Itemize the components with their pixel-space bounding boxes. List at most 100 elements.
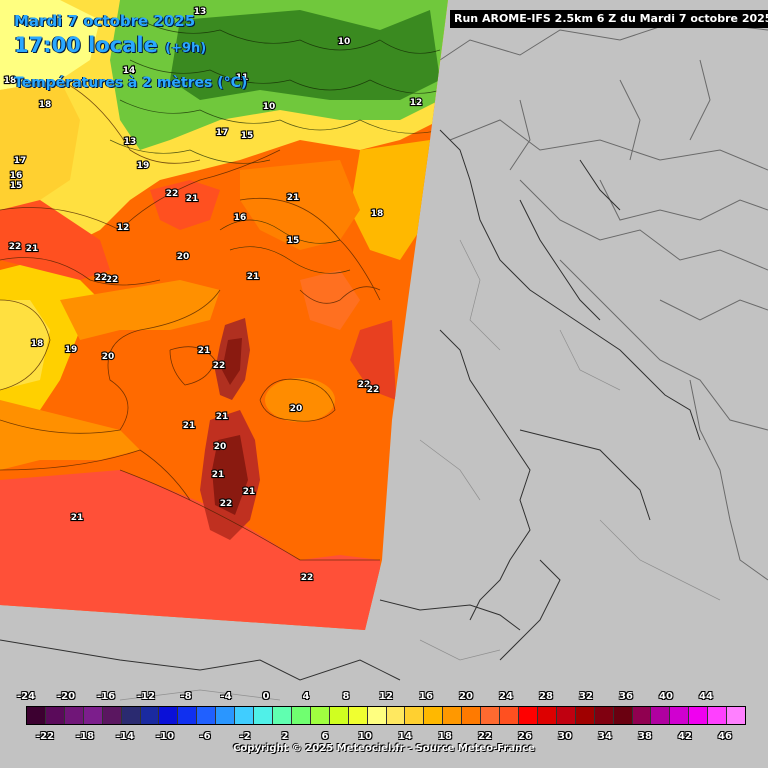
temperature-label: 21 <box>243 487 256 497</box>
temperature-label: 20 <box>102 352 115 362</box>
scale-swatch <box>197 707 217 724</box>
legend-tick-label: 4 <box>302 691 310 702</box>
scale-swatch <box>272 707 292 724</box>
scale-swatch <box>367 707 387 724</box>
scale-swatch <box>556 707 576 724</box>
legend-tick-label: 2 <box>281 731 289 742</box>
scale-swatch <box>27 707 46 724</box>
scale-swatch <box>254 707 273 724</box>
legend-tick-label: 10 <box>358 731 372 742</box>
temperature-label: 22 <box>95 273 108 283</box>
scale-swatch <box>689 707 709 724</box>
scale-swatch <box>102 707 122 724</box>
temperature-label: 13 <box>124 137 137 147</box>
scale-swatch <box>178 707 198 724</box>
scale-swatch <box>45 707 65 724</box>
temperature-label: 21 <box>216 412 229 422</box>
scale-swatch <box>291 707 311 724</box>
legend-tick-label: 16 <box>419 691 433 702</box>
temperature-label: 18 <box>371 209 384 219</box>
variable-title: Températures à 2 mètres (°C) <box>14 75 248 91</box>
legend-tick-label: -14 <box>115 731 135 742</box>
temperature-label: 17 <box>216 128 229 138</box>
legend-tick-label: 0 <box>262 691 270 702</box>
legend-tick-label: 24 <box>499 691 513 702</box>
scale-swatch <box>443 707 463 724</box>
temperature-label: 13 <box>194 7 207 17</box>
temperature-label: 21 <box>287 193 300 203</box>
scale-swatch <box>159 707 179 724</box>
temperature-label: 10 <box>338 37 351 47</box>
scale-swatch <box>594 707 614 724</box>
temperature-label: 22 <box>9 242 22 252</box>
temperature-label: 21 <box>26 244 39 254</box>
scale-swatch <box>651 707 671 724</box>
legend-tick-label: 26 <box>518 731 532 742</box>
scale-swatch <box>216 707 236 724</box>
temperature-label: 22 <box>213 361 226 371</box>
legend-tick-label: 32 <box>579 691 593 702</box>
model-domain <box>0 0 448 630</box>
legend-tick-label: 36 <box>619 691 633 702</box>
scale-swatch <box>424 707 444 724</box>
temperature-label: 21 <box>186 194 199 204</box>
scale-swatch <box>632 707 652 724</box>
legend-tick-label: -8 <box>180 691 192 702</box>
region-borders <box>119 239 721 701</box>
scale-swatch <box>481 707 501 724</box>
legend-tick-label: 28 <box>539 691 553 702</box>
temperature-label: 21 <box>183 421 196 431</box>
scale-swatch <box>348 707 368 724</box>
temperature-label: 15 <box>241 131 254 141</box>
temperature-label: 12 <box>410 98 423 108</box>
scale-swatch <box>310 707 330 724</box>
legend-tick-label: 42 <box>678 731 692 742</box>
forecast-date: Mardi 7 octobre 2025 <box>14 12 196 30</box>
scale-swatch <box>670 707 690 724</box>
scale-swatch <box>518 707 538 724</box>
scale-swatch <box>575 707 595 724</box>
country-borders <box>439 19 768 581</box>
legend-tick-label: -6 <box>199 731 211 742</box>
temperature-label: 20 <box>177 252 190 262</box>
scale-swatch <box>405 707 425 724</box>
legend-tick-label: -18 <box>75 731 95 742</box>
scale-swatch <box>500 707 519 724</box>
legend-tick-label: -2 <box>239 731 251 742</box>
legend-tick-label: 46 <box>718 731 732 742</box>
scale-swatch <box>386 707 406 724</box>
run-info-box: Run AROME-IFS 2.5km 6 Z du Mardi 7 octob… <box>450 10 768 28</box>
legend-tick-label: 14 <box>398 731 412 742</box>
legend-tick-label: 40 <box>659 691 673 702</box>
scale-swatch <box>329 707 349 724</box>
legend-tick-label: -10 <box>155 731 175 742</box>
legend-tick-label: -16 <box>96 691 116 702</box>
legend-tick-label: 34 <box>598 731 612 742</box>
scale-swatch <box>121 707 141 724</box>
legend-tick-label: 12 <box>379 691 393 702</box>
legend-bottom-labels: -22 -18 -14 -10 -6 -2 2 6 10 14 18 22 26 30 34 38 42 46 <box>0 731 768 745</box>
temperature-label: 19 <box>137 161 150 171</box>
legend-tick-label: 38 <box>638 731 652 742</box>
temperature-label: 22 <box>367 385 380 395</box>
scale-swatch <box>462 707 482 724</box>
temperature-label: 10 <box>263 102 276 112</box>
scale-swatch <box>235 707 255 724</box>
legend-tick-label: 30 <box>558 731 572 742</box>
color-scale-bar <box>26 706 746 725</box>
temperature-label: 16 <box>234 213 247 223</box>
legend-tick-label: 6 <box>321 731 329 742</box>
temperature-label: 22 <box>301 573 314 583</box>
legend-tick-label: -12 <box>136 691 156 702</box>
legend-tick-label: 44 <box>699 691 713 702</box>
legend-tick-label: 22 <box>478 731 492 742</box>
coastlines <box>0 129 701 681</box>
temperature-label: 20 <box>214 442 227 452</box>
temperature-label: 21 <box>212 470 225 480</box>
temperature-label: 16 <box>10 171 23 181</box>
lead-time: (+9h) <box>165 41 207 56</box>
legend-tick-label: -22 <box>35 731 55 742</box>
temperature-label: 11 <box>236 73 249 83</box>
